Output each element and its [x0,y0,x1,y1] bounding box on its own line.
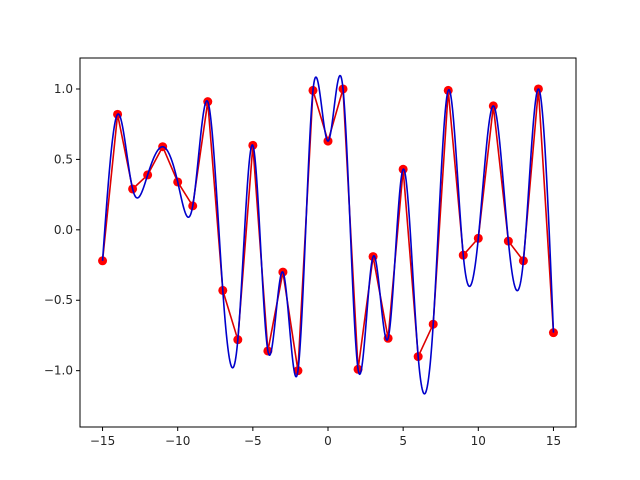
ticks-layer: −15 −10 −5 0 5 10 15 −1.0 −0.5 0.0 0.5 1.0 [44,82,561,448]
y-tick-label: −0.5 [44,293,73,307]
y-tick-label: 1.0 [54,82,73,96]
plot-layer [98,74,558,395]
x-tick-label: 0 [324,434,332,448]
axes-frame [79,57,577,428]
y-tick-label: 0.5 [54,152,73,166]
y-tick-label: −1.0 [44,364,73,378]
x-tick-label: −10 [165,434,190,448]
series-line-linear [101,88,555,372]
x-tick-label: 5 [399,434,407,448]
series-line-smooth [101,74,555,395]
y-tick-label: 0.0 [54,223,73,237]
x-tick-label: −5 [244,434,262,448]
x-tick-label: 15 [546,434,561,448]
x-tick-label: 10 [471,434,486,448]
x-tick-label: −15 [90,434,115,448]
